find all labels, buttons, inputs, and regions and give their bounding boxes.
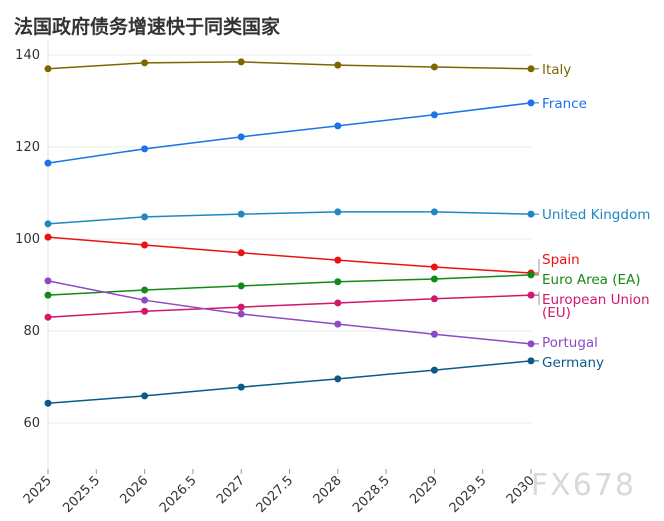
series-label: Spain — [542, 252, 580, 268]
x-tick-label: 2026.5 — [157, 473, 200, 516]
y-tick-label: 60 — [23, 416, 40, 431]
series-line — [47, 102, 532, 164]
data-point[interactable] — [44, 65, 52, 73]
data-point[interactable] — [237, 58, 245, 66]
data-point[interactable] — [430, 263, 438, 271]
y-tick-label: 140 — [15, 48, 40, 63]
y-tick-label: 100 — [15, 232, 40, 247]
data-point[interactable] — [237, 303, 245, 311]
series-line — [47, 274, 532, 296]
data-point[interactable] — [334, 278, 342, 286]
series-label: Portugal — [542, 335, 598, 351]
data-point[interactable] — [334, 256, 342, 264]
x-tick-label: 2029 — [407, 473, 441, 507]
data-point[interactable] — [430, 208, 438, 216]
series-label: European Union (EU) — [542, 292, 650, 321]
data-point[interactable] — [430, 111, 438, 119]
data-point[interactable] — [237, 383, 245, 391]
data-point[interactable] — [237, 210, 245, 218]
series-line — [47, 280, 532, 345]
series-label: Euro Area (EA) — [542, 272, 641, 288]
data-point[interactable] — [141, 286, 149, 294]
data-point[interactable] — [44, 220, 52, 228]
data-point[interactable] — [430, 366, 438, 374]
x-tick-label: 2027 — [214, 473, 248, 507]
data-point[interactable] — [141, 241, 149, 249]
data-point[interactable] — [334, 320, 342, 328]
data-point[interactable] — [44, 159, 52, 167]
series-line — [47, 360, 532, 404]
x-tick-label: 2025 — [21, 473, 55, 507]
series-label: France — [542, 96, 587, 112]
data-point[interactable] — [430, 275, 438, 283]
data-point[interactable] — [334, 122, 342, 130]
series-line — [47, 61, 532, 70]
data-point[interactable] — [237, 249, 245, 257]
series-label: Italy — [542, 62, 571, 78]
data-point[interactable] — [430, 295, 438, 303]
x-tick-label: 2027.5 — [254, 473, 297, 516]
data-point[interactable] — [44, 313, 52, 321]
chart-title: 法国政府债务增速快于同类国家 — [14, 16, 281, 38]
x-tick-label: 2029.5 — [447, 473, 490, 516]
y-tick-label: 80 — [23, 324, 40, 339]
y-tick-label: 120 — [15, 140, 40, 155]
data-point[interactable] — [44, 277, 52, 285]
x-tick-label: 2025.5 — [60, 473, 103, 516]
data-point[interactable] — [334, 375, 342, 383]
data-point[interactable] — [430, 63, 438, 71]
series-label: United Kingdom — [542, 207, 650, 223]
data-point[interactable] — [44, 233, 52, 241]
data-point[interactable] — [141, 145, 149, 153]
data-point[interactable] — [141, 59, 149, 67]
data-point[interactable] — [430, 330, 438, 338]
data-point[interactable] — [334, 208, 342, 216]
data-point[interactable] — [141, 296, 149, 304]
data-point[interactable] — [237, 310, 245, 318]
data-point[interactable] — [334, 299, 342, 307]
series-line — [47, 211, 532, 225]
data-point[interactable] — [141, 213, 149, 221]
data-point[interactable] — [237, 282, 245, 290]
series-label: Germany — [542, 355, 604, 371]
watermark-logo: FX678 — [530, 468, 636, 503]
data-point[interactable] — [141, 392, 149, 400]
data-point[interactable] — [141, 307, 149, 315]
series-line — [47, 294, 532, 318]
x-tick-label: 2028.5 — [350, 473, 393, 516]
data-point[interactable] — [44, 399, 52, 407]
data-point[interactable] — [334, 61, 342, 69]
x-tick-label: 2026 — [117, 473, 151, 507]
data-point[interactable] — [237, 133, 245, 141]
series-line — [47, 236, 532, 274]
data-point[interactable] — [44, 291, 52, 299]
x-tick-label: 2028 — [311, 473, 345, 507]
